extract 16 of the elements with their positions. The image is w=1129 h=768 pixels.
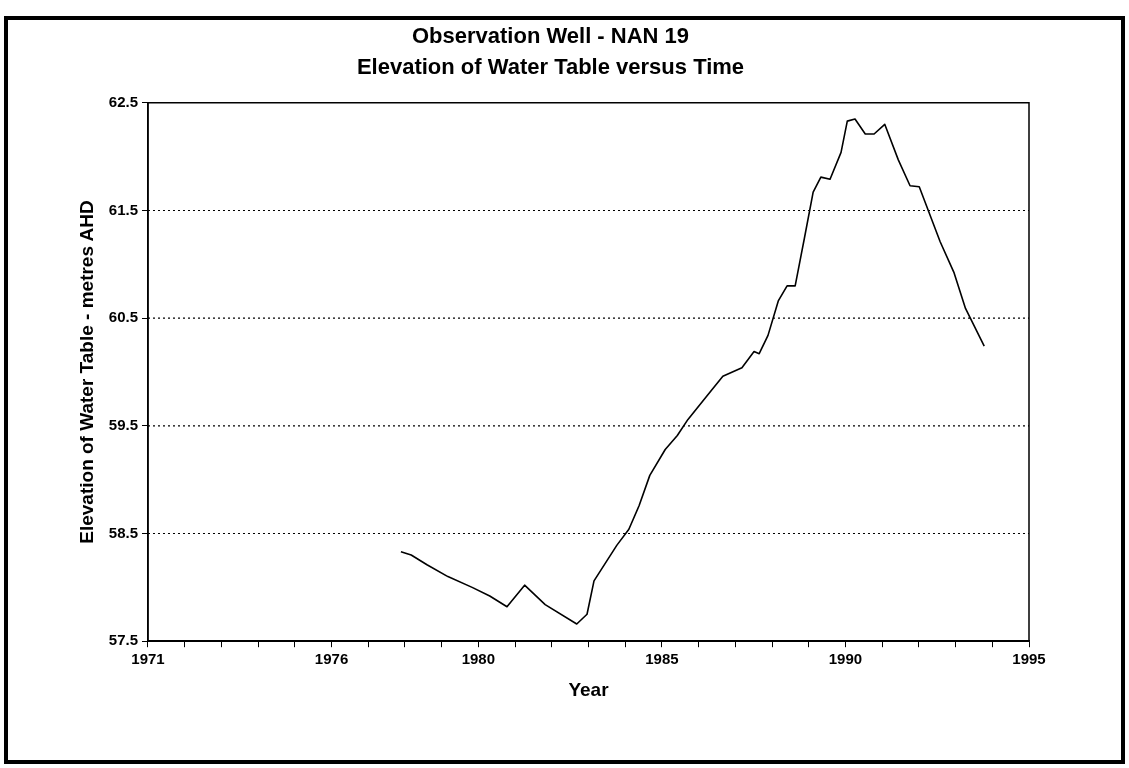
y-tick-label: 57.5 — [108, 631, 138, 649]
chart-subtitle: Elevation of Water Table versus Time — [356, 53, 745, 79]
y-tick-label: 59.5 — [108, 415, 138, 433]
x-axis-title: Year — [568, 678, 610, 700]
y-tick-label: 61.5 — [108, 200, 138, 218]
y-tick-label: 60.5 — [108, 308, 138, 326]
x-tick-label: 1971 — [131, 650, 165, 668]
chart-title: Observation Well - NAN 19 — [411, 23, 690, 49]
x-tick-label: 1995 — [1012, 650, 1046, 668]
x-tick-label: 1985 — [645, 650, 679, 668]
y-axis-title: Elevation of Water Table - metres AHD — [75, 200, 97, 544]
y-tick-label: 62.5 — [108, 92, 138, 110]
x-tick-label: 1976 — [314, 650, 349, 668]
y-tick-label: 58.5 — [108, 523, 138, 541]
x-tick-label: 1980 — [461, 650, 496, 668]
x-tick-label: 1990 — [828, 650, 863, 668]
